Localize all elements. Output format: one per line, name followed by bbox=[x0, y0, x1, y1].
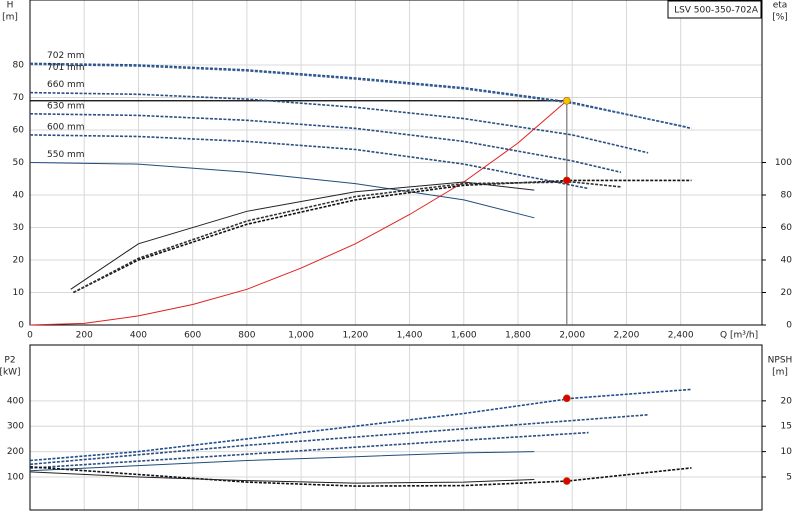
chart-title: LSV 500-350-702A bbox=[674, 6, 759, 16]
y2-tick-label: 20 bbox=[781, 396, 793, 406]
y-tick-label: 80 bbox=[13, 61, 25, 71]
curve bbox=[73, 181, 622, 294]
curve bbox=[29, 63, 687, 128]
curve-label: 630 mm bbox=[47, 101, 85, 111]
y-axis-label: P2 bbox=[4, 356, 15, 366]
y-tick-label: 300 bbox=[7, 422, 24, 432]
y-tick-label: 400 bbox=[7, 396, 24, 406]
x-tick-label: 2,000 bbox=[559, 331, 585, 341]
y2-tick-label: 0 bbox=[786, 321, 792, 331]
y-tick-label: 0 bbox=[18, 321, 24, 331]
operating-point bbox=[562, 176, 571, 185]
y-tick-label: 10 bbox=[13, 288, 25, 298]
x-tick-label: 2,400 bbox=[668, 331, 694, 341]
y-tick-label: 20 bbox=[13, 256, 25, 266]
curve bbox=[29, 134, 589, 190]
title-box bbox=[667, 0, 762, 19]
y2-tick-label: 20 bbox=[781, 288, 793, 298]
y-tick-label: 40 bbox=[13, 191, 25, 201]
y-axis-label: [m] bbox=[2, 13, 18, 23]
x-tick-label: 1,600 bbox=[451, 331, 477, 341]
plot-frame bbox=[29, 344, 763, 511]
y-tick-label: 70 bbox=[13, 93, 25, 103]
curve bbox=[29, 162, 535, 219]
x-tick-label: 600 bbox=[184, 331, 201, 341]
curve bbox=[29, 113, 622, 174]
y-tick-label: 60 bbox=[13, 126, 25, 136]
curve bbox=[73, 179, 692, 294]
x-tick-label: 0 bbox=[27, 331, 33, 341]
curve-label: 702 mm bbox=[47, 51, 85, 61]
curve-label: 660 mm bbox=[47, 80, 85, 90]
y2-axis-label: [%] bbox=[772, 13, 788, 23]
y2-tick-label: 40 bbox=[781, 256, 793, 266]
x-tick-label: 800 bbox=[238, 331, 255, 341]
x-tick-label: 200 bbox=[76, 331, 93, 341]
curve bbox=[29, 431, 589, 469]
curve bbox=[29, 414, 649, 466]
y2-tick-label: 60 bbox=[781, 223, 793, 233]
curve bbox=[29, 471, 535, 484]
x-tick-label: 2,200 bbox=[614, 331, 640, 341]
x-axis-label: Q [m³/h] bbox=[720, 331, 758, 341]
y-tick-label: 30 bbox=[13, 223, 25, 233]
x-tick-label: 1,000 bbox=[288, 331, 314, 341]
y-tick-label: 50 bbox=[13, 158, 25, 168]
y2-axis-label: [m] bbox=[772, 368, 788, 378]
y2-axis-label: eta bbox=[773, 1, 788, 11]
y2-axis-label: NPSH bbox=[768, 356, 793, 366]
curve bbox=[29, 100, 568, 326]
x-tick-label: 1,800 bbox=[505, 331, 531, 341]
curve bbox=[29, 388, 692, 462]
curve bbox=[29, 91, 649, 154]
operating-point bbox=[562, 96, 571, 105]
y-tick-label: 200 bbox=[7, 447, 24, 457]
y-axis-label: H bbox=[7, 1, 14, 11]
curve-label: 550 mm bbox=[47, 150, 85, 160]
y2-tick-label: 80 bbox=[781, 191, 793, 201]
curve bbox=[70, 181, 535, 290]
y2-tick-label: 100 bbox=[775, 158, 792, 168]
curve-label: 701 mm bbox=[47, 63, 85, 73]
y2-tick-label: 15 bbox=[781, 422, 792, 432]
curve-label: 600 mm bbox=[47, 122, 85, 132]
y2-tick-label: 5 bbox=[786, 473, 792, 483]
operating-point bbox=[562, 477, 571, 485]
curve bbox=[29, 62, 692, 130]
curve bbox=[29, 451, 535, 472]
y2-tick-label: 10 bbox=[781, 447, 793, 457]
x-tick-label: 1,200 bbox=[342, 331, 368, 341]
y-tick-label: 100 bbox=[7, 473, 24, 483]
x-tick-label: 400 bbox=[130, 331, 147, 341]
operating-point bbox=[562, 394, 571, 403]
x-tick-label: 1,400 bbox=[397, 331, 423, 341]
y-axis-label: [kW] bbox=[0, 368, 21, 378]
